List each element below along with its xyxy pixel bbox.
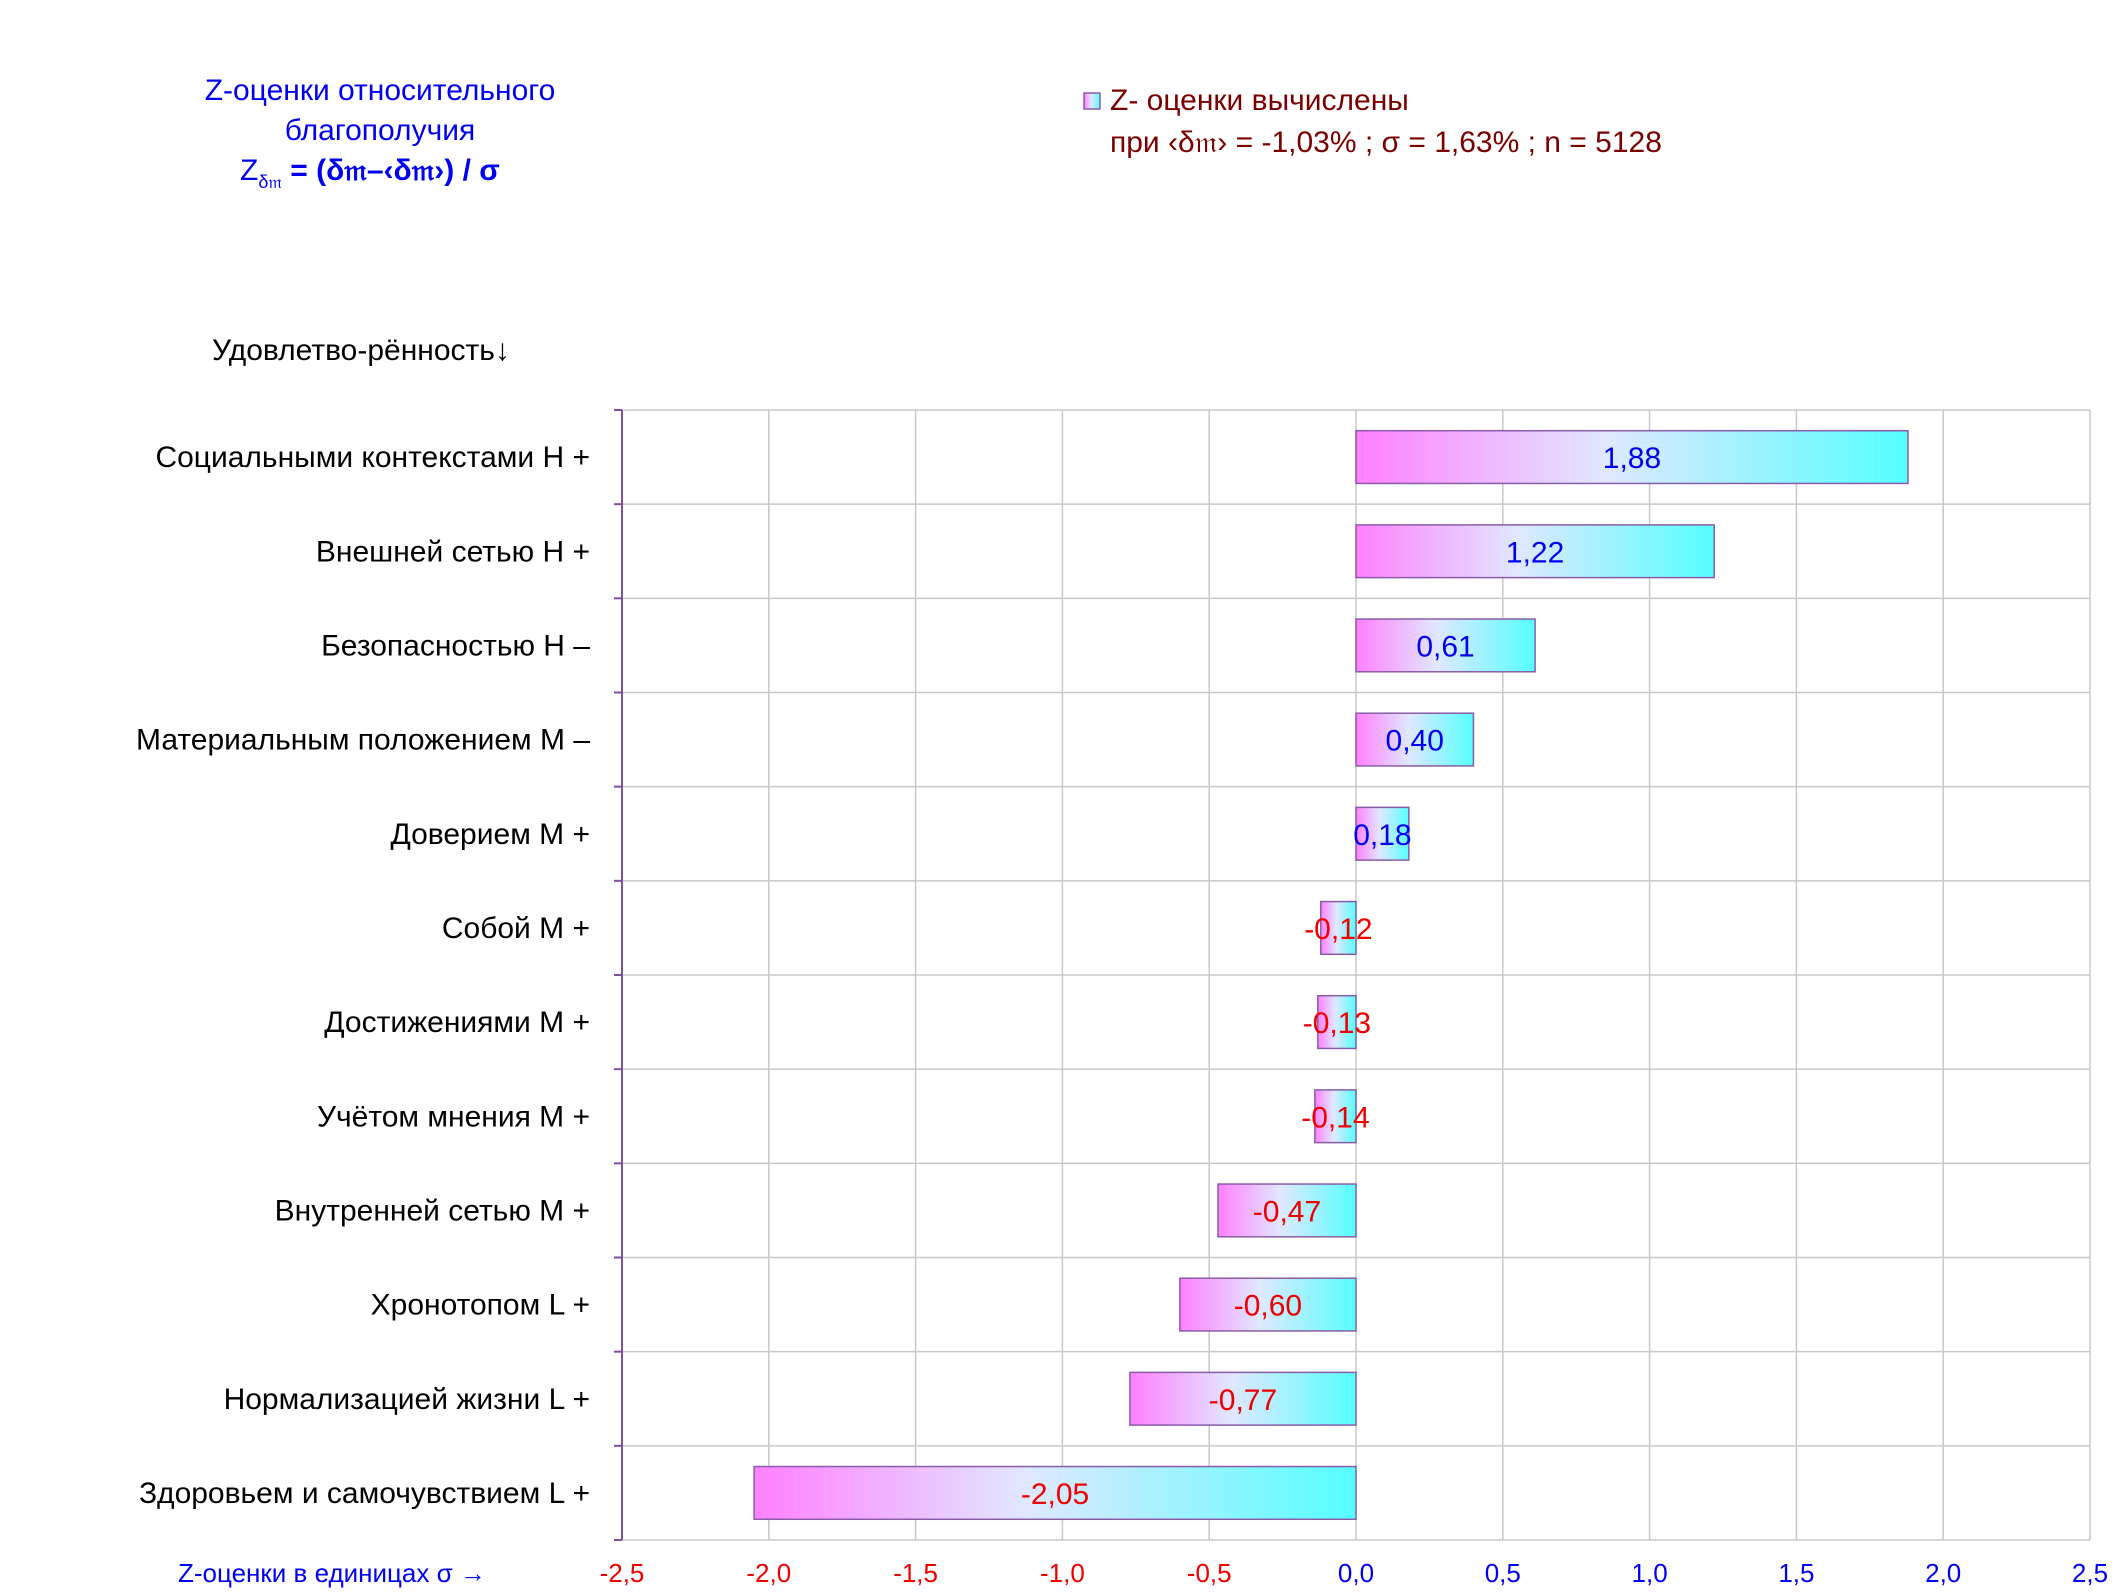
data-label: -0,14 [1301,1101,1369,1134]
category-label: Безопасностью Н – [321,629,590,662]
category-label: Достижениями М + [324,1006,590,1039]
chart-formula: Zδ𝔪 = (δ𝔪–‹δ𝔪›) / σ [240,154,500,192]
formula-z: Z [240,154,258,187]
data-label: 0,40 [1386,725,1444,758]
data-label: -2,05 [1021,1478,1089,1511]
formula-subscript: δ𝔪 [258,172,282,192]
category-label: Социальными контекстами Н + [155,441,590,474]
bar [1355,806,1410,861]
gradient-square-icon [1083,92,1101,110]
data-label: -0,60 [1234,1290,1302,1323]
legend-line2: при ‹δ𝔪› = -1,03% ; σ = 1,63% ; n = 5128 [1110,126,1662,159]
x-tick-label: -2,5 [600,1558,645,1588]
category-label: Хронотопом L + [371,1289,590,1322]
category-label: Здоровьем и самочувствием L + [139,1477,590,1510]
x-axis-title: Z-оценки в единицах σ → [178,1558,486,1588]
bar [1355,712,1475,767]
category-label: Доверием М + [390,818,590,851]
x-tick-label: 0,0 [1338,1558,1374,1588]
x-tick-label: -1,5 [893,1558,938,1588]
bar [753,1465,1357,1521]
bar [1317,994,1357,1050]
chart-title-line2: благополучия [285,114,475,147]
chart-legend: Z- оценки вычислены при ‹δ𝔪› = -1,03% ; … [1083,84,1662,159]
data-label: 0,61 [1416,630,1474,663]
bar [1179,1277,1357,1332]
data-label: -0,47 [1253,1195,1321,1228]
category-labels: Социальными контекстами Н + Внешней сетью… [136,441,590,1510]
data-label: 1,88 [1603,442,1661,475]
x-tick-label: -2,0 [746,1558,791,1588]
category-label: Учётом мнения М + [317,1100,590,1133]
x-tick-label: 2,5 [2072,1558,2108,1588]
legend-line1: Z- оценки вычислены [1110,84,1409,117]
grid-lines [614,409,2091,1541]
data-label: -0,12 [1304,913,1372,946]
data-label: -0,13 [1303,1007,1371,1040]
x-tick-labels: -2,5 -2,0 -1,5 -1,0 -0,5 0,0 0,5 1,0 1,5 2,0 2,5 [600,1558,2108,1588]
data-label: 0,18 [1353,819,1411,852]
y-axis-title: Удовлетво-рённость↓ [212,334,510,367]
category-label: Собой М + [442,912,590,945]
chart-title-line1: Z-оценки относительного [205,74,556,107]
x-tick-label: 1,5 [1778,1558,1814,1588]
category-label: Материальным положением М – [136,724,590,757]
data-label: -0,77 [1209,1384,1277,1417]
chart-header: Z-оценки относительного благополучия Zδ𝔪… [205,74,556,192]
x-tick-label: 0,5 [1485,1558,1521,1588]
formula-body: = (δ𝔪–‹δ𝔪›) / σ [282,154,500,187]
category-label: Внутренней сетью М + [275,1194,590,1227]
x-tick-label: 2,0 [1925,1558,1961,1588]
category-label: Нормализацией жизни L + [224,1383,590,1416]
x-tick-label: 1,0 [1632,1558,1668,1588]
bar [1355,429,1909,485]
bar [1355,618,1536,673]
bars: 1,88 1,22 0,61 0,40 0,18 -0,12 -0,13 -0,14 -0,47… [753,429,1909,1521]
bar [1355,524,1715,579]
category-label: Внешней сетью Н + [316,535,590,568]
bar [1320,900,1357,956]
bar [1314,1089,1357,1144]
bar [1217,1183,1357,1238]
data-label: 1,22 [1506,536,1564,569]
x-tick-label: -1,0 [1040,1558,1085,1588]
x-tick-label: -0,5 [1187,1558,1232,1588]
bar [1129,1371,1357,1426]
